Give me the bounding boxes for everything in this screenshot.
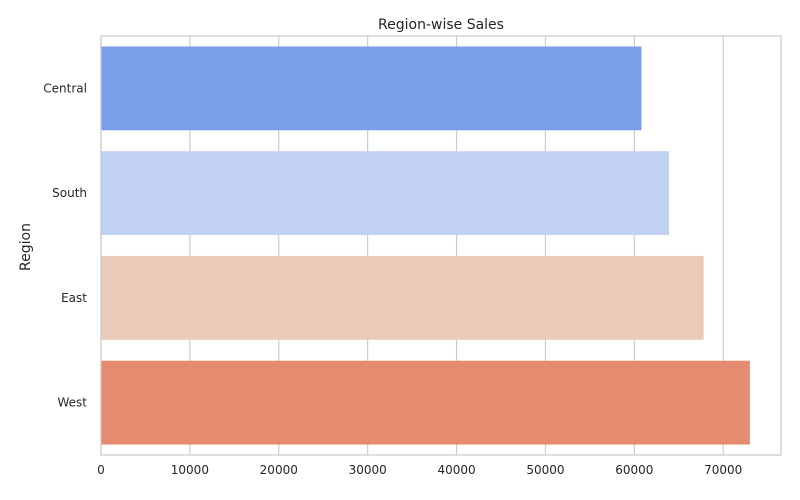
chart-title: Region-wise Sales	[378, 17, 504, 33]
x-tick-label: 0	[97, 463, 105, 477]
x-tick-label: 10000	[171, 463, 209, 477]
y-axis-label: Region	[18, 223, 34, 271]
x-tick-label: 40000	[437, 463, 475, 477]
plot-frame	[100, 35, 782, 456]
x-axis-ticks: 0 10000 20000 30000 40000 50000 60000 70000	[97, 463, 742, 477]
x-tick-label: 50000	[526, 463, 564, 477]
y-tick-label: East	[61, 291, 87, 305]
y-tick-label: South	[52, 186, 87, 200]
y-axis-ticks: Central South East West	[43, 81, 87, 409]
bar-east	[101, 255, 704, 340]
bars	[101, 46, 750, 445]
x-tick-label: 60000	[615, 463, 653, 477]
bar-south	[101, 151, 669, 236]
x-tick-label: 70000	[704, 463, 742, 477]
bar-central	[101, 46, 642, 131]
y-tick-label: Central	[43, 81, 87, 95]
y-tick-label: West	[57, 396, 87, 410]
x-tick-label: 20000	[260, 463, 298, 477]
bar-west	[101, 360, 750, 445]
x-tick-label: 30000	[349, 463, 387, 477]
